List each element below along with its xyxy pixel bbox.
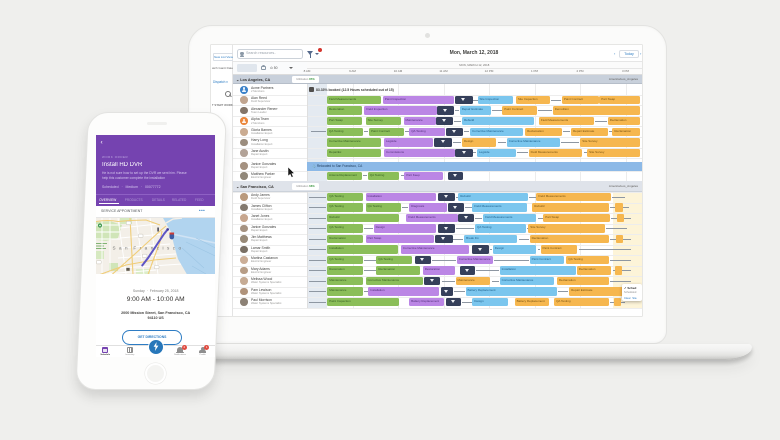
svg-text:S a n F r a n c i s c o: S a n F r a n c i s c o [112, 245, 182, 250]
